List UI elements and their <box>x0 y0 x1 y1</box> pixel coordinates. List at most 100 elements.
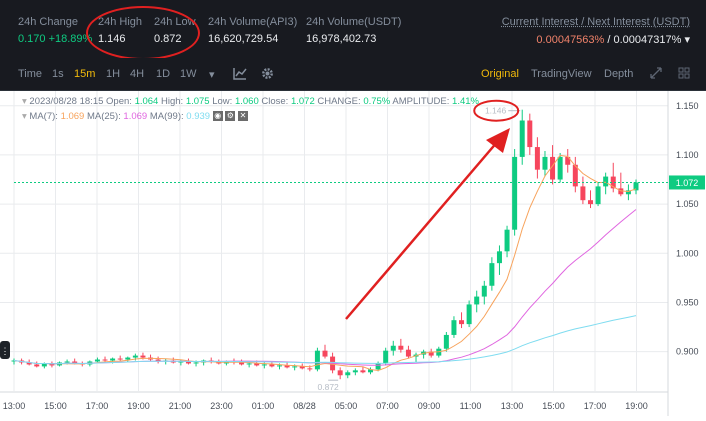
toolbar-divider <box>0 90 706 91</box>
legend-time: 2023/08/28 18:15 <box>29 96 104 107</box>
x-tick-label: 19:00 <box>625 401 648 411</box>
candle-body <box>542 156 548 170</box>
legend-high-value: 1.075 <box>185 96 210 107</box>
candle-body <box>580 186 586 201</box>
candle-body <box>185 361 191 364</box>
chevron-down-icon[interactable]: ▾ <box>684 34 690 46</box>
candle-body <box>481 285 487 297</box>
last-price-label: 1.072 <box>676 178 699 188</box>
candle-body <box>314 350 320 370</box>
interval-1h[interactable]: 1H <box>106 68 121 80</box>
candle-body <box>352 370 358 373</box>
legend-open-label: Open: <box>106 96 132 107</box>
candle-body <box>474 296 480 305</box>
candle-body <box>383 350 389 364</box>
y-tick-label: 0.900 <box>676 347 699 357</box>
view-depth[interactable]: Depth <box>604 68 634 80</box>
expand-icon[interactable] <box>650 67 662 82</box>
candle-body <box>519 120 525 157</box>
interval-dropdown-icon[interactable]: ▾ <box>209 69 215 81</box>
candle-body <box>132 355 138 358</box>
candle-body <box>64 361 70 363</box>
candle-body <box>239 362 245 365</box>
stat-value: 0.170 +18.89% <box>18 33 93 45</box>
y-tick-label: 1.150 <box>676 101 699 111</box>
candle-body <box>489 263 495 286</box>
candle-body <box>550 156 556 180</box>
candle-body <box>451 320 457 335</box>
candle-body <box>610 176 616 189</box>
annotation-ellipse-high <box>473 99 520 122</box>
candle-body <box>254 363 260 366</box>
candle-body <box>603 176 609 187</box>
candle-body <box>94 359 100 362</box>
price-chart[interactable]: 1.150 1.100 1.050 1.000 0.950 0.900 13:00 15:00… <box>0 91 706 416</box>
indicator-icon[interactable] <box>233 67 247 83</box>
stat-label: 24h Change <box>18 16 78 28</box>
legend-close-value: 1.072 <box>290 96 315 107</box>
candle-body <box>534 147 540 170</box>
legend-low-value: 1.060 <box>234 96 259 107</box>
interest-separator: / <box>604 34 614 46</box>
candlestick-chart[interactable]: 1.150 1.100 1.050 1.000 0.950 0.900 13:00 15:00… <box>0 91 706 416</box>
settings-icon[interactable]: ⚙ <box>225 111 236 122</box>
candle-body <box>512 156 518 230</box>
candle-body <box>587 200 593 205</box>
candle-body <box>375 363 381 370</box>
candle-body <box>565 156 571 165</box>
collapse-icon[interactable]: ▾ <box>22 96 30 107</box>
candle-body <box>276 365 282 367</box>
legend-change-label: CHANGE: <box>317 96 361 107</box>
candle-body <box>26 362 32 365</box>
legend-open-value: 1.064 <box>134 96 159 107</box>
candle-body <box>34 364 40 367</box>
pan-handle-grip-icon: ⋮ <box>1 346 10 356</box>
interval-4h[interactable]: 4H <box>130 68 145 80</box>
legend-amplitude-value: 1.41% <box>452 96 479 107</box>
y-tick-label: 0.950 <box>676 297 699 307</box>
interest-label[interactable]: Current Interest / Next Interest (USDT) <box>501 16 690 28</box>
interval-1w[interactable]: 1W <box>180 68 197 80</box>
candle-body <box>299 366 305 369</box>
x-tick-label: 09:00 <box>418 401 441 411</box>
collapse-icon[interactable]: ▾ <box>22 111 30 122</box>
view-original[interactable]: Original <box>481 68 519 80</box>
eye-icon[interactable]: ◉ <box>212 111 223 122</box>
candle-body <box>390 345 396 351</box>
gear-icon[interactable] <box>261 67 274 83</box>
candle-body <box>269 364 275 367</box>
time-label: Time <box>18 68 43 80</box>
y-tick-label: 1.050 <box>676 199 699 209</box>
interval-15m[interactable]: 15m <box>74 68 96 80</box>
stat-value: 16,978,402.73 <box>306 33 377 45</box>
x-tick-label: 21:00 <box>169 401 192 411</box>
interest-next: 0.00047317% <box>613 34 682 46</box>
x-tick-label: 17:00 <box>584 401 607 411</box>
candle-body <box>178 361 184 363</box>
stat-label: 24h Volume(USDT) <box>306 16 402 28</box>
legend-high-label: High: <box>160 96 184 107</box>
interval-1s[interactable]: 1s <box>52 68 64 80</box>
candle-body <box>11 360 17 362</box>
interest-values: 0.00047563% / 0.00047317% ▾ <box>536 33 690 46</box>
y-tick-label: 1.100 <box>676 150 699 160</box>
candle-body <box>322 350 328 357</box>
candle-body <box>193 362 199 364</box>
candle-body <box>41 363 47 367</box>
candle-body <box>595 186 601 205</box>
x-tick-label: 15:00 <box>542 401 565 411</box>
interval-1d[interactable]: 1D <box>156 68 171 80</box>
x-tick-label: 05:00 <box>335 401 358 411</box>
candle-body <box>459 320 465 325</box>
candle-body <box>155 359 161 362</box>
candle-body <box>246 363 252 365</box>
grid-layout-icon[interactable] <box>678 67 690 82</box>
candle-body <box>633 182 639 191</box>
candle-body <box>398 345 404 350</box>
candle-body <box>72 361 78 364</box>
x-tick-label: 23:00 <box>210 401 233 411</box>
annotation-ellipse-high-low <box>86 6 200 60</box>
low-marker-label: 0.872 <box>318 382 340 392</box>
view-tradingview[interactable]: TradingView <box>531 68 592 80</box>
close-icon[interactable]: ✕ <box>237 111 248 122</box>
